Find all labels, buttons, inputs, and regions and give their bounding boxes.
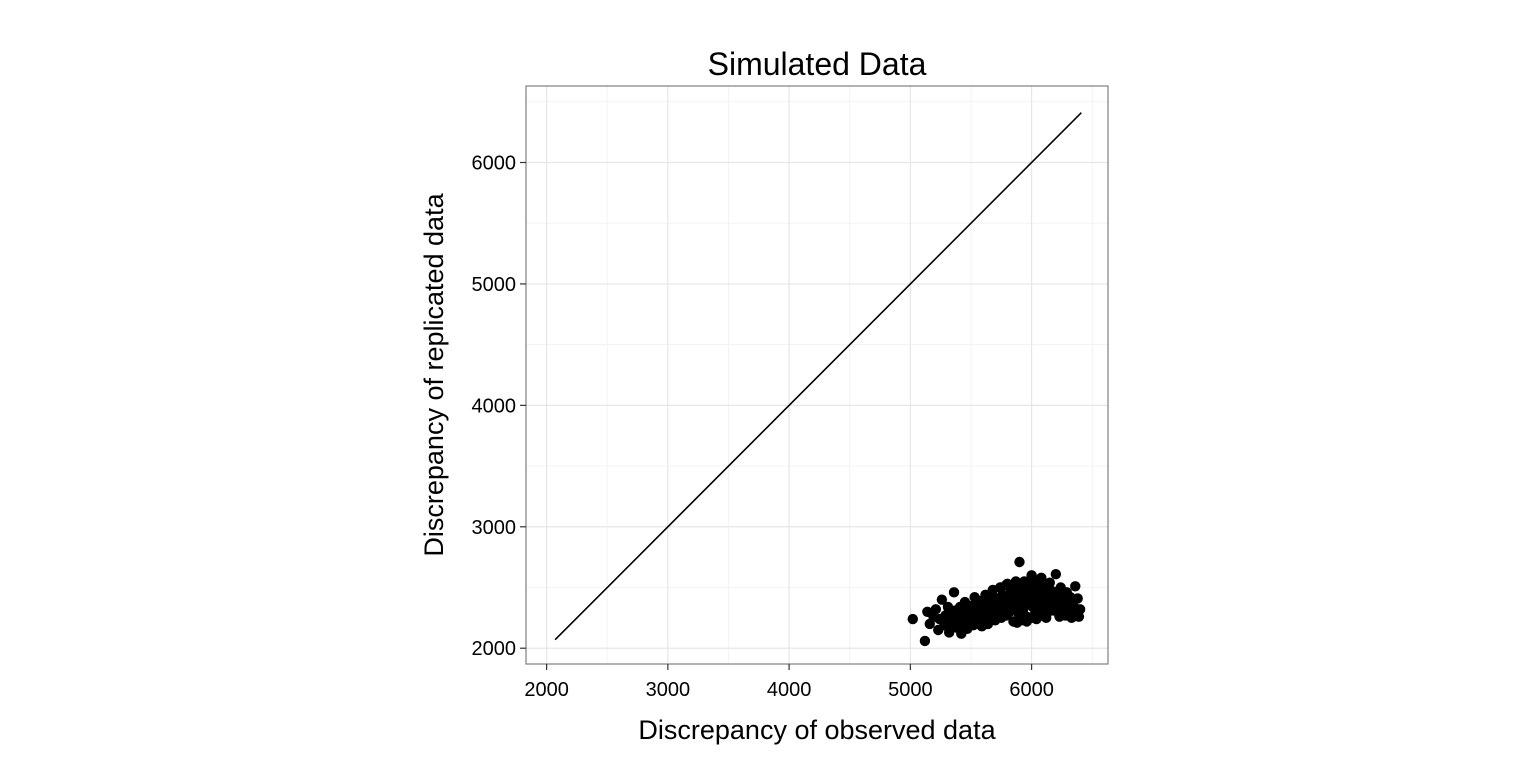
x-tick-label: 3000: [646, 679, 691, 701]
data-point: [1014, 556, 1025, 568]
grid-lines: [526, 86, 1108, 664]
data-point: [1065, 600, 1076, 611]
data-points: [907, 556, 1086, 647]
x-axis-ticks: 2000 3000 4000 5000 6000: [524, 664, 1054, 701]
reference-line-layer: [554, 112, 1082, 641]
data-point: [1070, 581, 1081, 592]
y-tick-label: 2000: [472, 638, 517, 660]
x-tick-label: 4000: [767, 679, 812, 701]
x-tick-label: 5000: [888, 679, 933, 701]
y-tick-label: 5000: [472, 274, 517, 296]
data-point: [965, 617, 977, 628]
data-point: [1064, 609, 1075, 620]
data-point: [1040, 612, 1052, 624]
y-tick-label: 3000: [472, 517, 517, 539]
y-axis-ticks: 2000 3000 4000 5000 6000: [472, 153, 526, 660]
data-point: [1072, 593, 1083, 604]
data-point: [936, 594, 948, 605]
x-tick-label: 6000: [1009, 679, 1054, 701]
reference-line: [554, 112, 1082, 641]
y-axis-title: Discrepancy of replicated data: [419, 192, 449, 556]
data-point: [930, 604, 942, 615]
chart-title: Simulated Data: [708, 46, 927, 82]
data-point: [1074, 604, 1086, 615]
data-point: [919, 635, 931, 647]
y-tick-label: 4000: [472, 395, 517, 417]
plot-panel-border: [525, 85, 1109, 665]
data-point: [907, 613, 918, 625]
data-point: [1050, 568, 1062, 580]
x-axis-title: Discrepancy of observed data: [638, 715, 996, 745]
x-tick-label: 2000: [524, 679, 569, 701]
y-tick-label: 6000: [472, 153, 517, 175]
data-point: [948, 587, 960, 598]
